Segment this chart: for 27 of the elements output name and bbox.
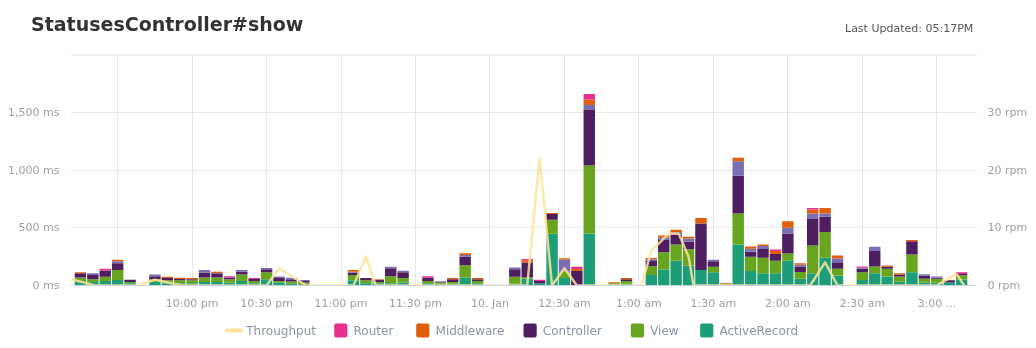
x-tick-label: 10. Jan — [471, 296, 509, 310]
legend-label: ActiveRecord — [719, 323, 799, 338]
text: Last Updated: 05:17PM — [845, 21, 974, 37]
y2-tick-label: 30 rpm — [987, 105, 1028, 119]
x-tick-label: 3:00 ... — [917, 296, 957, 310]
x-tick-label: 12:30 am — [538, 296, 591, 310]
legend-label: View — [650, 323, 679, 338]
y-tick-label: 1,500 ms — [8, 105, 60, 119]
chart-title: StatusesController#show — [31, 12, 304, 37]
x-tick-label: 11:30 pm — [389, 296, 442, 310]
x-tick-label: 1:30 am — [690, 296, 737, 310]
y2-tick-label: 10 rpm — [987, 221, 1028, 235]
x-tick-label: 10:30 pm — [240, 296, 294, 310]
legend-label: Middleware — [435, 323, 505, 338]
y2-tick-label: 0 rpm — [987, 279, 1021, 292]
y-tick-label: 500 ms — [18, 221, 60, 235]
x-tick-label: 1:00 am — [616, 296, 662, 310]
y2-tick-label: 20 rpm — [987, 163, 1028, 177]
legend-label: Router — [353, 323, 394, 338]
x-tick-label: 2:30 am — [839, 296, 886, 310]
x-tick-label: 10:00 pm — [165, 296, 219, 310]
y-tick-label: 0 ms — [32, 279, 60, 292]
y-tick-label: 1,000 ms — [8, 163, 60, 177]
legend-label: Controller — [542, 323, 602, 338]
legend-label: Throughput — [245, 323, 317, 338]
x-tick-label: 2:00 am — [765, 296, 811, 310]
x-tick-label: 11:00 pm — [314, 296, 368, 310]
